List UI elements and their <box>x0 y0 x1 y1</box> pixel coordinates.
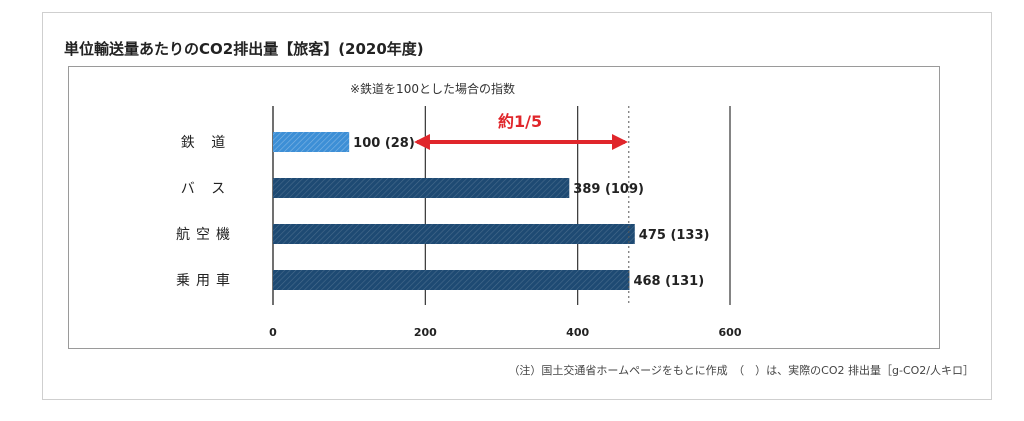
value-labels: 100 (28) 389 (109) 475 (133) 468 (131) <box>353 136 709 289</box>
x-tick-label-0: 0 <box>269 326 277 339</box>
value-label-3: 468 (131) <box>633 274 704 289</box>
value-label-2: 475 (133) <box>639 228 710 243</box>
bar-1 <box>273 178 570 198</box>
value-label-0: 100 (28) <box>353 136 415 151</box>
source-footnote: （注）国土交通省ホームページをもとに作成 （ ）は、実際のCO2 排出量［g-C… <box>508 364 974 377</box>
category-label-3: 乗用車 <box>176 273 236 289</box>
bar-2 <box>273 224 635 244</box>
category-label-1: バ ス <box>180 181 232 197</box>
x-tick-label-400: 400 <box>566 326 589 339</box>
bars <box>273 132 635 290</box>
plot-frame <box>68 66 940 349</box>
bar-3 <box>273 270 630 290</box>
ratio-callout: 約1/5 <box>498 112 543 131</box>
figure-frame <box>42 12 992 400</box>
value-label-1: 389 (109) <box>573 182 644 197</box>
x-tick-label-200: 200 <box>414 326 437 339</box>
category-label-0: 鉄 道 <box>180 135 232 151</box>
index-note: ※鉄道を100とした場合の指数 <box>350 82 515 96</box>
bar-0 <box>273 132 350 152</box>
x-tick-labels: 0 200 400 600 <box>269 326 742 339</box>
category-label-2: 航空機 <box>176 227 236 243</box>
chart-title: 単位輸送量あたりのCO2排出量【旅客】(2020年度) <box>64 40 424 58</box>
x-tick-label-600: 600 <box>719 326 742 339</box>
